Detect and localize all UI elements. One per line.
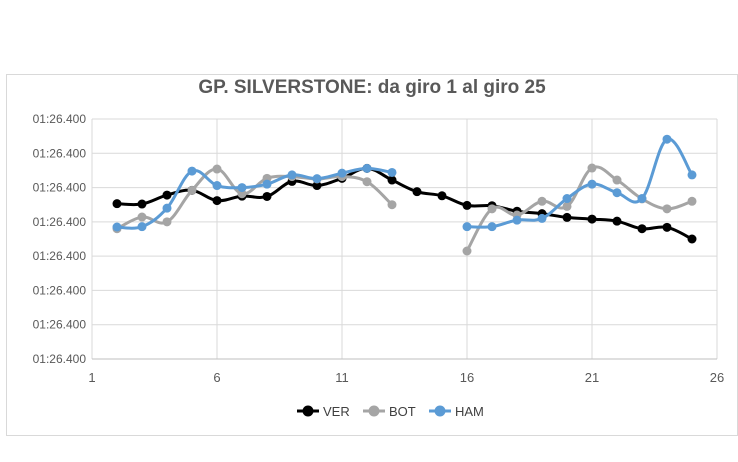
data-point-ver [562,212,572,222]
data-point-ver [462,200,472,210]
data-point-ver [312,181,322,191]
data-point-bot [612,175,622,185]
data-point-ver [612,216,622,226]
data-point-bot [237,189,247,199]
data-point-ver [412,187,422,197]
data-point-ver [687,234,697,244]
data-point-ver [262,191,272,201]
x-tick-label: 11 [335,370,349,385]
x-tick-label: 1 [88,370,95,385]
data-point-ham [637,194,647,204]
data-point-ham [262,179,272,189]
data-point-bot [462,246,472,256]
y-tick-label: 01:26.400 [33,112,87,126]
data-point-bot [212,164,222,174]
data-point-ham [662,134,672,144]
data-point-bot [562,201,572,211]
data-point-ham [512,215,522,225]
data-point-ver [162,190,172,200]
x-tick-label: 6 [213,370,220,385]
legend-label-ver: VER [323,404,350,419]
data-point-ham [337,168,347,178]
data-point-ham [137,222,147,232]
data-point-ver [137,199,147,209]
data-point-bot [162,217,172,227]
data-point-ham [562,194,572,204]
data-point-ver [387,175,397,185]
legend-label-ham: HAM [455,404,484,419]
data-point-ham [587,179,597,189]
data-point-ham [112,222,122,232]
data-point-ver [637,224,647,234]
data-point-bot [487,204,497,214]
series-line-ham [465,137,694,229]
series-line-bot [465,165,694,253]
data-point-ham [312,174,322,184]
x-tick-label: 16 [460,370,474,385]
line-chart: 1 6 11 16 21 2601:26.40001:26.40001:26.40001:… [33,112,725,419]
data-point-bot [587,163,597,173]
data-point-bot [662,204,672,214]
y-tick-label: 01:26.400 [33,249,87,263]
data-point-ver [662,222,672,232]
data-point-ham [237,183,247,193]
data-point-bot [187,185,197,195]
x-tick-label: 26 [710,370,724,385]
data-point-ham [362,163,372,173]
data-point-ham [462,222,472,232]
data-point-bot [687,196,697,206]
legend-marker-ham [434,405,446,417]
data-point-ham [212,181,222,191]
data-point-ham [162,203,172,213]
data-point-bot [137,212,147,222]
data-point-ver [212,196,222,206]
y-tick-label: 01:26.400 [33,215,87,229]
data-point-ver [112,199,122,209]
legend-marker-bot [368,405,380,417]
data-point-ham [487,222,497,232]
data-point-ver [437,191,447,201]
data-point-ham [187,166,197,176]
data-point-ham [387,167,397,177]
data-point-ver [587,214,597,224]
legend-marker-ver [302,405,314,417]
data-point-bot [362,177,372,187]
y-tick-label: 01:26.400 [33,318,87,332]
y-tick-label: 01:26.400 [33,352,87,366]
y-tick-label: 01:26.400 [33,181,87,195]
y-tick-label: 01:26.400 [33,146,87,160]
data-point-bot [537,196,547,206]
data-point-ham [687,170,697,180]
chart-title: GP. SILVERSTONE: da giro 1 al giro 25 [198,77,546,98]
legend-label-bot: BOT [389,404,416,419]
data-point-ham [537,213,547,223]
y-tick-label: 01:26.400 [33,283,87,297]
data-point-ham [612,188,622,198]
x-tick-label: 21 [585,370,599,385]
data-point-ham [287,170,297,180]
data-point-bot [387,200,397,210]
